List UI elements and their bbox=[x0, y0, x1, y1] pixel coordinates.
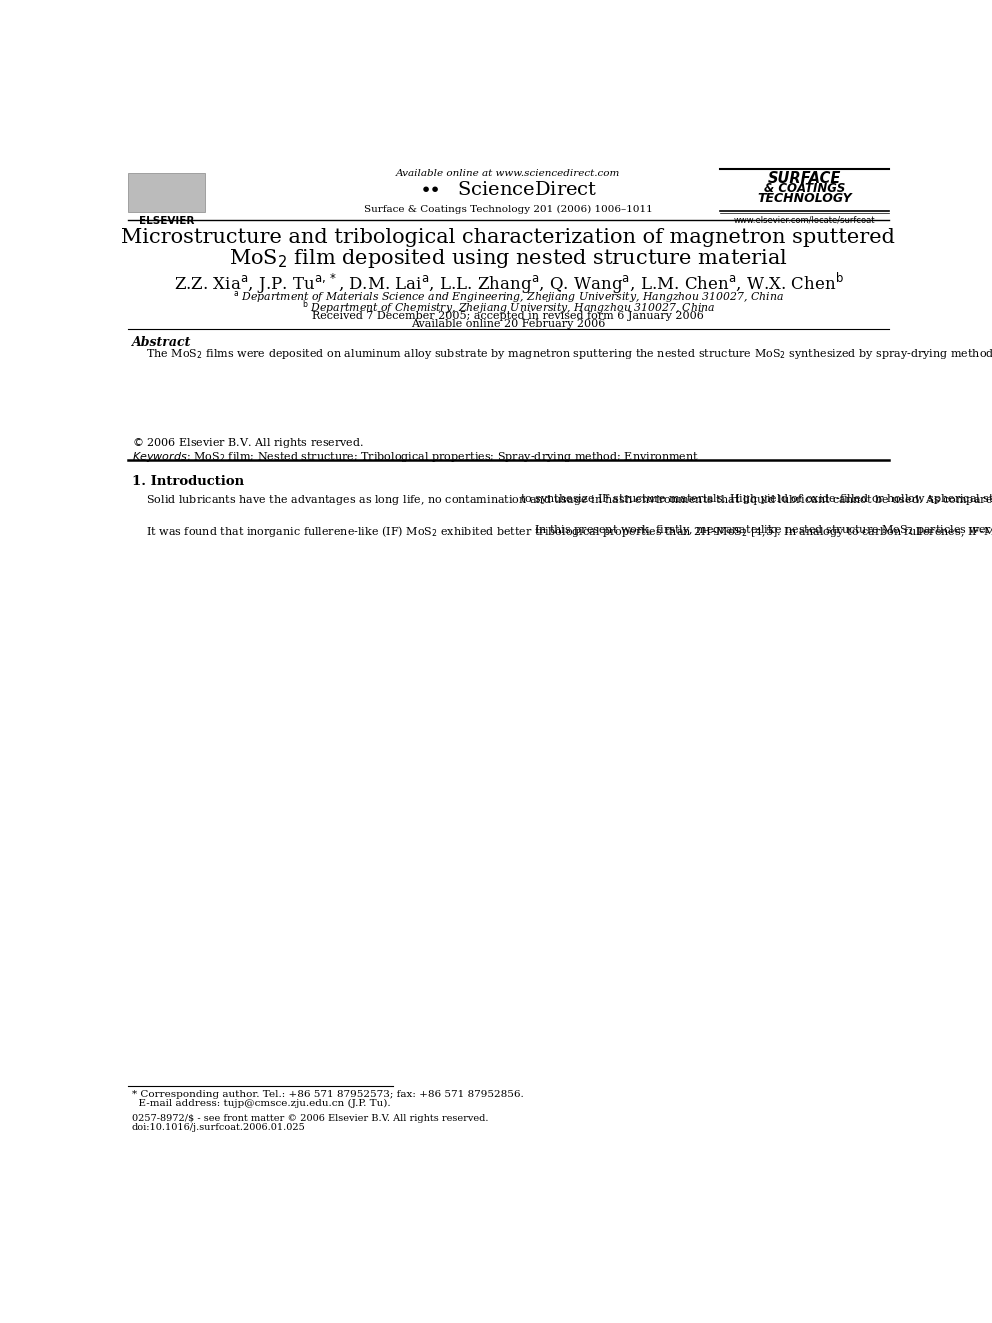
Text: SURFACE: SURFACE bbox=[768, 171, 841, 187]
Text: ELSEVIER: ELSEVIER bbox=[139, 216, 194, 226]
Text: doi:10.1016/j.surfcoat.2006.01.025: doi:10.1016/j.surfcoat.2006.01.025 bbox=[132, 1123, 306, 1132]
Text: $\bullet\!\!\bullet$  ScienceDirect: $\bullet\!\!\bullet$ ScienceDirect bbox=[420, 181, 597, 200]
Text: Available online at www.sciencedirect.com: Available online at www.sciencedirect.co… bbox=[396, 169, 621, 179]
Text: $\copyright$ 2006 Elsevier B.V. All rights reserved.: $\copyright$ 2006 Elsevier B.V. All righ… bbox=[132, 435, 364, 450]
Text: Microstructure and tribological characterization of magnetron sputtered: Microstructure and tribological characte… bbox=[121, 228, 896, 247]
Text: The MoS$_2$ films were deposited on aluminum alloy substrate by magnetron sputte: The MoS$_2$ films were deposited on alum… bbox=[132, 347, 992, 361]
Text: 1. Introduction: 1. Introduction bbox=[132, 475, 244, 488]
Text: Received 7 December 2005; accepted in revised form 6 January 2006: Received 7 December 2005; accepted in re… bbox=[312, 311, 704, 320]
Text: www.elsevier.com/locate/surfcoat: www.elsevier.com/locate/surfcoat bbox=[734, 216, 875, 225]
Text: 0257-8972/$ - see front matter © 2006 Elsevier B.V. All rights reserved.: 0257-8972/$ - see front matter © 2006 El… bbox=[132, 1114, 488, 1123]
Text: MoS$_2$ film deposited using nested structure material: MoS$_2$ film deposited using nested stru… bbox=[229, 247, 788, 270]
Text: TECHNOLOGY: TECHNOLOGY bbox=[757, 192, 852, 205]
Text: Z.Z. Xia$^{\rm a}$, J.P. Tu$^{\rm a,*}$, D.M. Lai$^{\rm a}$, L.L. Zhang$^{\rm a}: Z.Z. Xia$^{\rm a}$, J.P. Tu$^{\rm a,*}$,… bbox=[174, 271, 843, 296]
Text: $\it{Keywords}$: MoS$_2$ film; Nested structure; Tribological properties; Spray-: $\it{Keywords}$: MoS$_2$ film; Nested st… bbox=[132, 450, 698, 464]
Text: $^{\rm a}$ Department of Materials Science and Engineering, Zhejiang University,: $^{\rm a}$ Department of Materials Scien… bbox=[233, 290, 784, 306]
Text: Abstract: Abstract bbox=[132, 336, 191, 349]
Text: & COATINGS: & COATINGS bbox=[764, 183, 845, 196]
Text: to synthesize IF structure materials. High yield of oxide-filled or hollow spher: to synthesize IF structure materials. Hi… bbox=[520, 492, 992, 537]
Text: E-mail address: tujp@cmsce.zju.edu.cn (J.P. Tu).: E-mail address: tujp@cmsce.zju.edu.cn (J… bbox=[132, 1099, 390, 1109]
Text: * Corresponding author. Tel.: +86 571 87952573; fax: +86 571 87952856.: * Corresponding author. Tel.: +86 571 87… bbox=[132, 1090, 524, 1099]
Bar bbox=[128, 173, 204, 212]
Text: Available online 20 February 2006: Available online 20 February 2006 bbox=[412, 319, 605, 328]
Text: $^{\rm b}$ Department of Chemistry, Zhejiang University, Hangzhou 310027, China: $^{\rm b}$ Department of Chemistry, Zhej… bbox=[302, 298, 715, 318]
Text: Solid lubricants have the advantages as long life, no contamination and usage in: Solid lubricants have the advantages as … bbox=[132, 492, 992, 540]
Text: Surface & Coatings Technology 201 (2006) 1006–1011: Surface & Coatings Technology 201 (2006)… bbox=[364, 205, 653, 214]
